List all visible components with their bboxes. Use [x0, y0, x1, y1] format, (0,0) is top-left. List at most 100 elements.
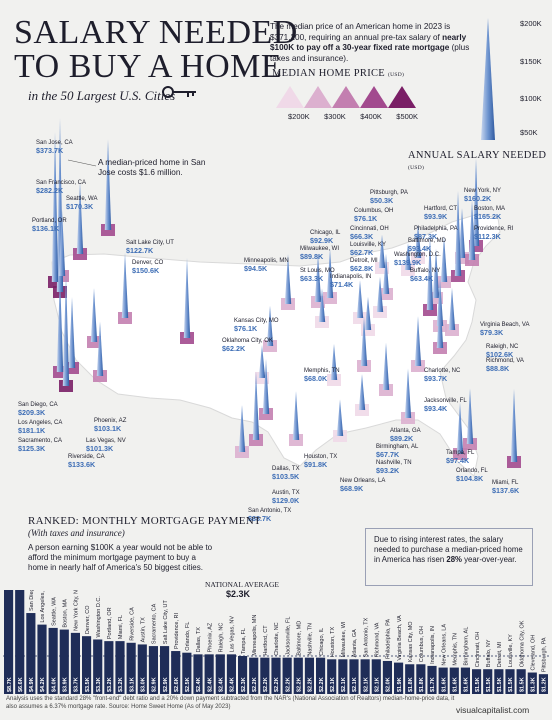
- bar-category-label: Virginia Beach, VA: [397, 615, 403, 661]
- bar-new-orleans-la: [438, 667, 448, 694]
- city-label-portland-or: Portland, OR $136.1K: [32, 218, 67, 233]
- city-salary: $139.9K: [394, 258, 422, 267]
- ranked-title: RANKED: MONTHLY MORTGAGE PAYMENT: [28, 515, 262, 527]
- city-salary: $103.5K: [272, 472, 300, 481]
- city-salary: $94.5K: [244, 264, 268, 273]
- city-label-new-york-ny: New York, NY $160.2K: [464, 188, 501, 203]
- bar-category-label: Phoenix, AZ: [207, 622, 213, 652]
- city-label-st-louis-mo: St Louis, MO $63.3K: [300, 268, 335, 283]
- city-label-birmingham-al: Birmingham, AL $67.7K: [376, 444, 418, 459]
- city-label-charlotte-nc: Charlotte, NC $93.7K: [424, 368, 460, 383]
- bar-category-label: Raleigh, NC: [218, 623, 224, 653]
- city-salary: $62.7K: [350, 248, 374, 257]
- salary-spike-portland-or: [76, 181, 84, 254]
- city-name: Salt Lake City, UT: [126, 240, 174, 246]
- salary-spike-providence-ri: [468, 200, 476, 260]
- city-label-san-francisco-ca: San Francisco, CA $282.2K: [36, 180, 86, 195]
- bar-value-label: $1.6K: [464, 677, 470, 692]
- city-salary: $88.8K: [486, 364, 510, 373]
- city-name: Minneapolis, MN: [244, 258, 289, 264]
- salary-spike-richmond-va: [436, 278, 444, 326]
- bar-value-label: $2.1K: [363, 677, 369, 692]
- bar-value-label: $2.2K: [296, 677, 302, 692]
- salary-spike-riverside-ca: [68, 297, 76, 368]
- city-label-boston-ma: Boston, MA $165.2K: [474, 206, 505, 221]
- page-title-line1: SALARY NEEDED: [14, 14, 298, 51]
- bar-cleveland-oh: [527, 672, 537, 694]
- salary-tick-50: $50K: [520, 128, 538, 137]
- bar-sacramento-ca: [148, 646, 158, 694]
- bar-value-label: $2.9K: [152, 677, 158, 692]
- bar-category-label: Washington D.C.: [96, 596, 102, 638]
- salary-spike-nashville-tn: [360, 316, 368, 366]
- salary-spike-kansas-city-mo: [266, 305, 274, 346]
- median-legend-swatch: [276, 86, 304, 108]
- bar-category-label: Charlotte, NC: [274, 622, 280, 655]
- bar-value-label: $3.0K: [140, 677, 146, 692]
- intro-text: The median price of an American home in …: [270, 22, 470, 63]
- salary-spike-salt-lake-city-ut: [121, 252, 129, 318]
- city-label-sacramento-ca: Sacramento, CA $125.3K: [18, 438, 62, 453]
- median-legend-swatch: [332, 86, 360, 108]
- bar-value-label: $1.2K: [542, 677, 548, 692]
- city-label-new-orleans-la: New Orleans, LA $68.9K: [340, 478, 385, 493]
- city-label-houston-tx: Houston, TX $91.8K: [304, 454, 337, 469]
- bar-category-label: Birmingham, AL: [464, 627, 470, 666]
- bar-category-label: Pittsburgh, PA: [542, 637, 548, 672]
- city-salary: $89.2K: [390, 434, 414, 443]
- bar-value-label: $2.1K: [341, 677, 347, 692]
- city-salary: $209.3K: [18, 408, 46, 417]
- salary-spike-new-orleans-la: [336, 399, 344, 436]
- city-name: Boston, MA: [474, 206, 506, 212]
- city-salary: $62.2K: [222, 344, 246, 353]
- city-salary: $87.3K: [414, 232, 438, 241]
- bar-detroit-mi: [494, 669, 504, 694]
- salary-spike-memphis-tn: [330, 343, 338, 380]
- bar-value-label: $1.9K: [397, 677, 403, 692]
- city-name: Orlando, FL: [456, 468, 488, 474]
- city-label-cincinnati-oh: Cincinnati, OH $66.3K: [350, 226, 389, 241]
- bar-category-label: Jacksonville, FL: [285, 617, 291, 656]
- salary-spike-cincinnati-oh: [376, 276, 384, 312]
- bar-san-francisco-ca: [15, 590, 25, 694]
- bar-value-label: $2.2K: [263, 677, 269, 692]
- bar-value-label: $1.3K: [530, 677, 536, 692]
- bar-hartford-ct: [260, 657, 270, 694]
- bar-value-label: $2.9K: [163, 677, 169, 692]
- bar-value-label: $2.1K: [352, 677, 358, 692]
- bar-indianapolis-in: [427, 665, 437, 694]
- city-salary: $93.2K: [376, 466, 400, 475]
- city-name: San Antonio, TX: [248, 508, 292, 514]
- bar-san-jose-ca: [4, 590, 14, 694]
- salary-spike-denver-co: [183, 257, 191, 338]
- salary-spike-san-francisco-ca: [51, 132, 59, 282]
- bar-oklahoma-city-ok: [516, 669, 526, 694]
- salary-spike-houston-tx: [292, 391, 300, 440]
- city-label-raleigh-nc: Raleigh, NC $102.6K: [486, 344, 518, 359]
- city-label-hartford-ct: Hartford, CT $93.9K: [424, 206, 457, 221]
- salary-spike-virginia-beach-va: [448, 287, 456, 330]
- bar-category-label: Atlanta, GA: [352, 629, 358, 657]
- city-salary: $88.7K: [248, 514, 272, 523]
- bar-birmingham-al: [460, 667, 470, 694]
- city-label-riverside-ca: Riverside, CA $133.6K: [68, 454, 105, 469]
- salary-tick-200: $200K: [520, 19, 542, 28]
- bar-providence-ri: [171, 651, 181, 694]
- bar-value-label: $2.0K: [386, 677, 392, 692]
- bar-austin-tx: [137, 644, 147, 694]
- page-subtitle: in the 50 Largest U.S. Cities: [28, 88, 176, 103]
- city-salary: $76.1K: [234, 324, 258, 333]
- city-label-dallas-tx: Dallas, TX $103.5K: [272, 466, 300, 481]
- bar-jacksonville-fl: [282, 657, 292, 694]
- city-name: Oklahoma City, OK: [222, 338, 273, 344]
- bar-miami-fl: [115, 641, 125, 694]
- city-name: Houston, TX: [304, 454, 338, 460]
- salary-spike-buffalo-ny: [414, 224, 422, 258]
- bar-value-label: $2.2K: [252, 677, 258, 692]
- bar-nashville-tn: [304, 657, 314, 694]
- median-legend-ticks: $200K $300K $400K $500K: [288, 112, 418, 121]
- us-map: [48, 118, 521, 477]
- san-jose-note: A median-priced home in San Jose costs $…: [98, 158, 206, 177]
- salary-spike-oklahoma-city-ok: [258, 344, 266, 378]
